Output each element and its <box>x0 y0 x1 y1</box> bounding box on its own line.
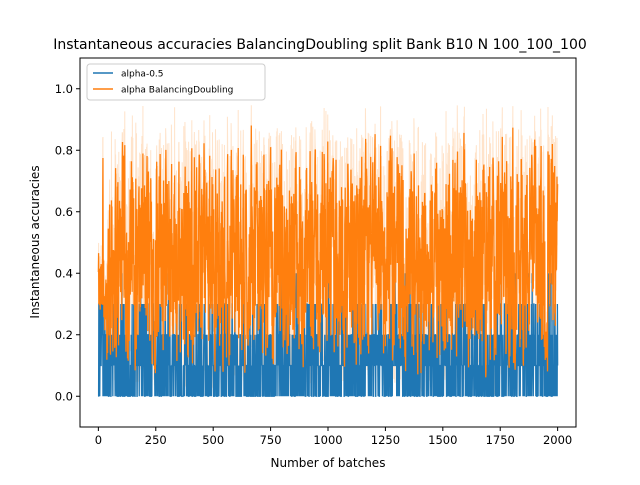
x-tick-label: 750 <box>260 433 282 447</box>
legend-label-alpha-0.5: alpha-0.5 <box>121 70 164 80</box>
y-axis-label: Instantaneous accuracies <box>28 165 42 318</box>
chart-title: Instantaneous accuracies BalancingDoubli… <box>53 37 587 53</box>
x-tick-label: 250 <box>145 433 167 447</box>
x-axis-label: Number of batches <box>271 456 386 470</box>
series-line-alpha-balancingdoubling <box>97 125 559 378</box>
y-axis: 0.0 0.2 0.4 0.6 0.8 1.0 <box>55 82 80 403</box>
x-axis: 0 250 500 750 1000 1250 1500 1750 2000 <box>95 427 572 447</box>
x-tick-label: 1500 <box>428 433 457 447</box>
y-tick-label: 0.2 <box>55 328 73 342</box>
series-line-alpha-0.5 <box>97 272 559 397</box>
x-tick-label: 1250 <box>371 433 400 447</box>
x-tick-label: 2000 <box>543 433 572 447</box>
y-tick-label: 0.6 <box>55 205 73 219</box>
y-tick-label: 0.8 <box>55 143 73 157</box>
legend: alpha-0.5 alpha BalancingDoubling <box>86 63 266 101</box>
x-tick-label: 500 <box>202 433 224 447</box>
x-tick-label: 1000 <box>313 433 342 447</box>
x-tick-label: 0 <box>95 433 102 447</box>
legend-box <box>86 63 266 101</box>
y-tick-label: 0.4 <box>55 266 73 280</box>
x-tick-label: 1750 <box>486 433 515 447</box>
series-layer <box>97 105 559 397</box>
y-tick-label: 1.0 <box>55 82 73 96</box>
legend-label-alpha-balancingdoubling: alpha BalancingDoubling <box>121 86 233 96</box>
y-tick-label: 0.0 <box>55 389 73 403</box>
